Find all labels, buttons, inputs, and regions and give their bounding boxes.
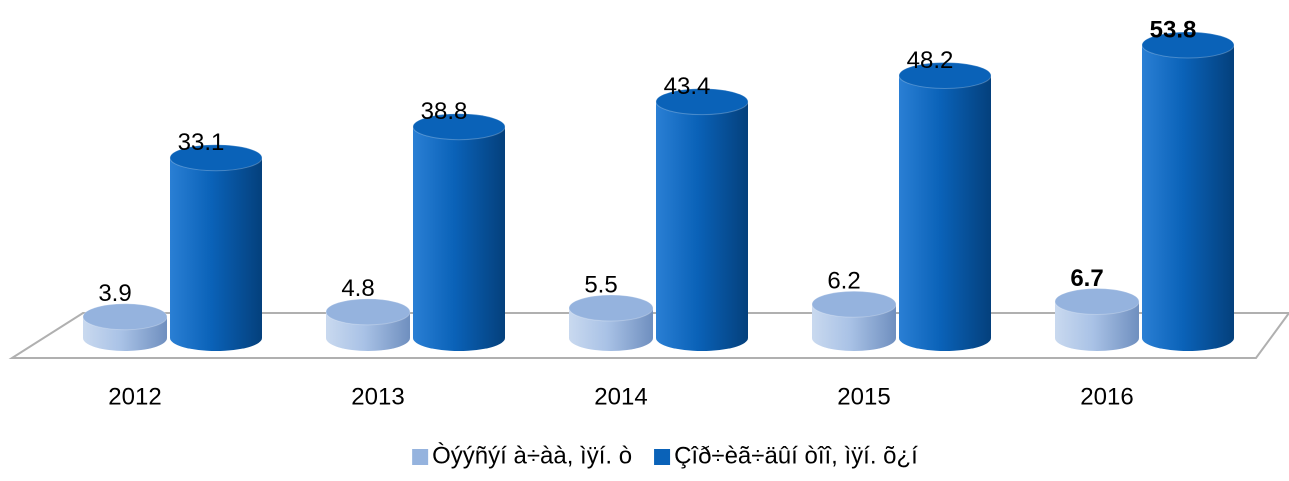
cylinder-body (1142, 45, 1234, 351)
cylinder-top (568, 294, 654, 322)
x-tick-label: 2016 (1080, 383, 1133, 410)
cylinder (811, 290, 897, 351)
cylinder-top (82, 303, 168, 331)
cylinder-top (898, 61, 992, 89)
x-tick-label: 2014 (594, 383, 647, 410)
x-tick-label: 2012 (108, 383, 161, 410)
cylinder (325, 298, 411, 351)
cylinder-body (812, 304, 896, 351)
legend-label: Çîð÷èã÷äûí òîî, ìÿí. õ¿í (674, 442, 918, 469)
x-tick-label: 2013 (351, 383, 404, 410)
data-label: 48.2 (907, 47, 954, 74)
data-label: 4.8 (341, 275, 374, 302)
data-label: 6.2 (827, 268, 860, 295)
legend-swatch (654, 449, 671, 465)
cylinder-top (325, 298, 411, 326)
cylinder-top (1141, 31, 1235, 59)
cylinder (1141, 31, 1235, 351)
legend-label: Òýýñýí à÷àà, ìÿí. ò (432, 442, 632, 469)
cylinder-body (899, 75, 991, 351)
data-label: 53.8 (1150, 16, 1197, 43)
cylinder (82, 303, 168, 351)
cylinder (169, 144, 263, 351)
cylinder (655, 88, 749, 351)
cylinder-body (1055, 301, 1139, 351)
cylinder-top (169, 144, 263, 172)
floor (8, 312, 1289, 359)
cylinder (412, 113, 506, 351)
cylinder (1054, 288, 1140, 351)
data-label: 3.9 (98, 280, 131, 307)
data-label: 5.5 (584, 271, 617, 298)
data-label: 38.8 (421, 98, 468, 125)
cylinder-body (170, 157, 262, 351)
cylinder-top (655, 88, 749, 116)
cylinder (568, 294, 654, 351)
cylinder-body (413, 126, 505, 351)
cylinder-top (811, 290, 897, 318)
data-label: 33.1 (178, 129, 225, 156)
cylinder-body (656, 101, 748, 351)
data-label: 43.4 (664, 73, 711, 100)
data-label: 6.7 (1070, 265, 1103, 292)
cylinder-top (1054, 288, 1140, 316)
x-tick-label: 2015 (837, 383, 890, 410)
legend-swatch (412, 449, 429, 465)
cylinder (898, 61, 992, 351)
cylinder-top (412, 113, 506, 141)
